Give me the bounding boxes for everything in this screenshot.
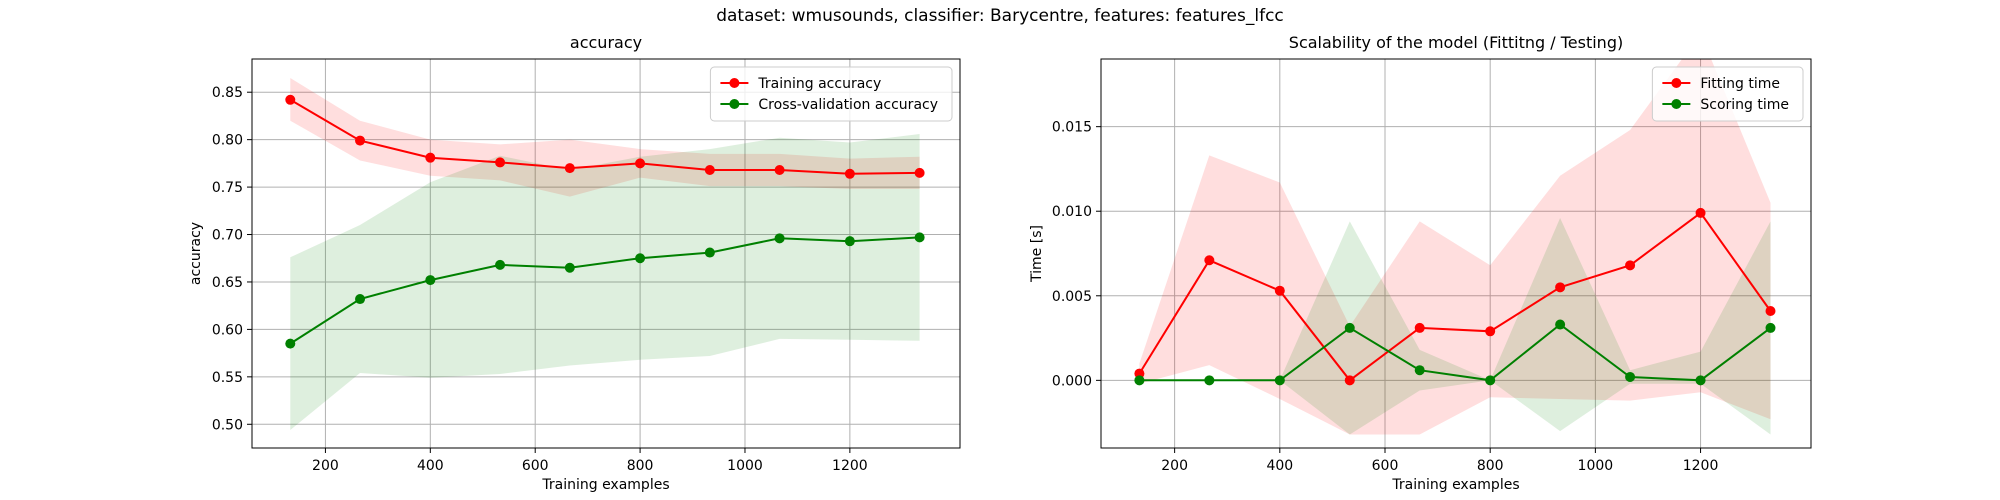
data-point <box>635 253 646 264</box>
x-tick-label: 200 <box>1161 458 1188 474</box>
y-tick-label: 0.70 <box>212 228 243 244</box>
data-point <box>1134 375 1145 386</box>
x-tick-label: 400 <box>1266 458 1293 474</box>
data-point <box>774 233 785 244</box>
legend-box <box>709 66 953 122</box>
y-tick-label: 0.010 <box>1052 204 1092 220</box>
series-line <box>1138 211 1772 382</box>
plot-area <box>1134 59 1776 435</box>
y-tick-label: 0.85 <box>212 85 243 101</box>
accuracy-chart: 200 400 600 800 1000 1200 0.50 0.55 0.60 0.65 0.70… <box>188 33 961 493</box>
data-point <box>914 232 925 243</box>
data-point <box>844 236 855 247</box>
y-tick-label: 0.015 <box>1052 120 1092 136</box>
x-tick-label: 800 <box>627 458 654 474</box>
x-tick-label: 1000 <box>1578 458 1614 474</box>
data-point <box>495 157 506 168</box>
data-point <box>285 338 296 349</box>
data-point <box>1485 375 1496 386</box>
data-point <box>564 163 575 174</box>
x-tick-label: 600 <box>522 458 549 474</box>
y-tick-label: 0.65 <box>212 275 243 291</box>
y-tick-label: 0.75 <box>212 180 243 196</box>
data-point <box>355 294 366 305</box>
data-point <box>704 247 715 258</box>
x-tick-label: 200 <box>312 458 339 474</box>
data-point <box>1414 322 1425 333</box>
data-point <box>564 262 575 273</box>
series-line <box>289 236 920 345</box>
y-tick-label: 0.55 <box>212 370 243 386</box>
data-point <box>285 94 296 105</box>
legend: Training accuracy Cross-validation accura… <box>709 66 953 122</box>
legend: Fitting time Scoring time <box>1651 66 1804 122</box>
series-line <box>1139 323 1772 382</box>
legend-marker <box>729 99 740 109</box>
data-point <box>1695 375 1706 386</box>
y-tick-label: 0.000 <box>1052 373 1092 389</box>
data-point <box>635 158 646 169</box>
y-axis-label: accuracy <box>188 222 204 285</box>
x-axis-label: Training examples <box>1391 477 1519 493</box>
x-axis-label: Training examples <box>541 477 669 493</box>
data-point <box>1555 319 1566 330</box>
data-point <box>355 135 366 146</box>
y-tick-label: 0.50 <box>212 417 243 433</box>
y-tick-label: 0.60 <box>212 322 243 338</box>
legend-marker <box>1671 78 1682 88</box>
y-tick-label: 0.80 <box>212 133 243 149</box>
legend-label: Scoring time <box>1700 97 1789 113</box>
data-point <box>844 168 855 179</box>
x-tick-label: 400 <box>417 458 444 474</box>
data-point <box>774 165 785 176</box>
x-tick-label: 1200 <box>832 458 868 474</box>
data-point <box>1204 255 1215 266</box>
legend-marker <box>1671 99 1682 109</box>
series-line <box>289 98 920 175</box>
data-point <box>914 167 925 178</box>
chart-title: accuracy <box>570 33 642 52</box>
data-point <box>1555 282 1566 293</box>
y-tick-label: 0.005 <box>1052 289 1092 305</box>
scalability-chart: 200 400 600 800 1000 1200 0.000 0.005 0.010 0.015… <box>1029 33 1812 493</box>
x-tick-label: 1000 <box>727 458 763 474</box>
data-point <box>425 152 436 163</box>
data-point <box>704 165 715 176</box>
legend-marker <box>729 78 740 88</box>
data-point <box>1344 375 1355 386</box>
x-tick-label: 800 <box>1477 458 1504 474</box>
legend-label: Training accuracy <box>757 76 881 92</box>
data-point <box>1625 260 1636 271</box>
plot-frame <box>1100 58 1812 449</box>
chart-title: Scalability of the model (Fittitng / Tes… <box>1289 33 1623 52</box>
data-point <box>1765 306 1776 317</box>
data-point <box>1344 322 1355 333</box>
figure-title: dataset: wmusounds, classifier: Barycent… <box>716 6 1284 26</box>
data-point <box>425 275 436 286</box>
data-point <box>1625 371 1636 382</box>
plot-area <box>285 78 925 430</box>
legend-box <box>1651 66 1804 122</box>
data-point <box>1695 207 1706 218</box>
legend-label: Fitting time <box>1700 76 1780 92</box>
data-point <box>1485 326 1496 337</box>
confidence-band <box>290 134 920 430</box>
confidence-band <box>1139 59 1771 435</box>
data-point <box>1414 365 1425 376</box>
x-tick-label: 1200 <box>1683 458 1719 474</box>
confidence-band <box>290 78 920 197</box>
confidence-band <box>1139 218 1771 435</box>
x-tick-label: 600 <box>1372 458 1399 474</box>
data-point <box>1765 322 1776 333</box>
data-point <box>1274 375 1285 386</box>
data-point <box>495 259 506 270</box>
plot-frame <box>251 58 961 449</box>
data-point <box>1204 375 1215 386</box>
data-point <box>1274 285 1285 296</box>
legend-label: Cross-validation accuracy <box>758 97 938 113</box>
y-axis-label: Time [s] <box>1029 225 1045 283</box>
